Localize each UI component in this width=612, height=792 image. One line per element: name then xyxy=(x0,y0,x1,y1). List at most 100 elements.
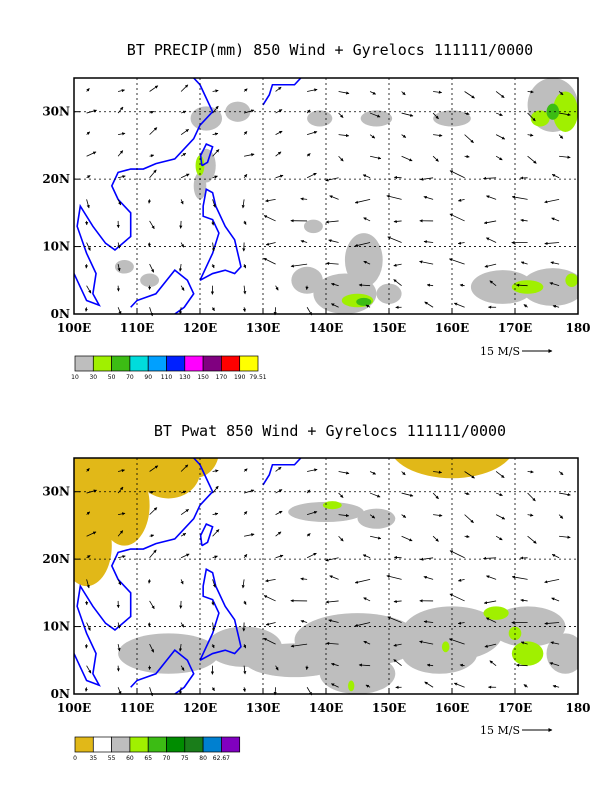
wind-vector xyxy=(307,88,318,92)
wind-vector xyxy=(544,578,560,584)
wind-vector xyxy=(338,91,350,95)
colorbar-swatch xyxy=(202,355,222,372)
wind-vector xyxy=(401,471,406,476)
colorbar-label: 70 xyxy=(126,374,134,381)
wind-vector xyxy=(241,199,245,209)
wind-vector xyxy=(243,468,248,472)
field-blob xyxy=(288,501,364,523)
wind-vector xyxy=(306,109,311,114)
colorbar-swatch xyxy=(221,736,241,753)
wind-vector xyxy=(520,261,528,265)
wind-vector xyxy=(86,511,91,515)
colorbar-swatch xyxy=(221,355,241,372)
wind-vector xyxy=(243,220,247,225)
wind-vector xyxy=(354,242,371,247)
wind-vector xyxy=(180,508,189,515)
chart-1: BT PRECIP(mm) 850 Wind + Gyrelocs 111111… xyxy=(42,41,590,381)
wind-vector xyxy=(432,112,439,120)
colorbar-label: 50 xyxy=(108,374,116,381)
wind-vector xyxy=(243,263,247,269)
wind-vector xyxy=(243,109,255,114)
x-tick-label: 120E xyxy=(183,701,217,715)
wind-vector xyxy=(263,215,276,222)
chart-2-title: BT Pwat 850 Wind + Gyrelocs 111111/0000 xyxy=(154,422,506,440)
wind-vector xyxy=(387,236,402,243)
wind-vector xyxy=(464,534,470,539)
wind-vector xyxy=(495,471,505,478)
wind-vector xyxy=(453,682,465,688)
field-blob xyxy=(530,110,550,127)
colorbar-label: 150 xyxy=(197,374,209,381)
wind-vector xyxy=(420,177,434,181)
wind-vector xyxy=(464,112,470,116)
wind-vector xyxy=(86,131,91,135)
field-blob xyxy=(470,270,534,304)
wind-vector xyxy=(559,112,571,117)
wind-vector xyxy=(362,554,371,559)
field-blob xyxy=(313,273,377,314)
wind-vector xyxy=(290,263,308,268)
wind-vector xyxy=(527,535,537,544)
colorbar-swatch xyxy=(92,355,112,372)
wind-vector xyxy=(243,600,247,605)
wind-vector xyxy=(326,641,339,646)
wind-vector xyxy=(393,263,402,267)
wind-vector xyxy=(149,154,155,158)
wind-vector xyxy=(212,579,216,588)
wind-vector xyxy=(180,285,185,291)
wind-vector xyxy=(180,128,189,135)
wind-vector xyxy=(149,507,158,515)
wind-vector xyxy=(86,468,90,472)
wind-vector xyxy=(495,134,506,140)
wind-vector xyxy=(363,217,371,222)
wind-vector xyxy=(484,643,497,648)
field-blob xyxy=(357,508,396,529)
wind-vector xyxy=(423,620,434,624)
colorbar-label: 60 xyxy=(126,755,134,762)
wind-vector xyxy=(457,198,465,202)
wind-vector xyxy=(86,285,92,294)
wind-vector xyxy=(118,175,126,179)
wind-vector xyxy=(329,195,339,200)
chart-1-coastlines xyxy=(74,78,302,314)
wind-vector xyxy=(362,174,371,179)
wind-vector xyxy=(243,489,255,494)
wind-vector xyxy=(516,283,528,287)
wind-vector xyxy=(523,684,528,688)
chart-2-wind-vectors xyxy=(84,464,571,697)
x-tick-label: 110E xyxy=(120,321,154,335)
wind-vector xyxy=(180,84,189,92)
wind-vector xyxy=(86,175,91,179)
wind-vector xyxy=(117,264,121,272)
wind-vector xyxy=(338,112,344,118)
colorbar-label: 130 xyxy=(179,374,191,381)
wind-vector xyxy=(401,492,414,497)
wind-vector xyxy=(243,643,247,649)
colorbar-label: 75 xyxy=(181,755,189,762)
wind-vector xyxy=(180,110,187,114)
wind-vector xyxy=(483,556,497,560)
wind-vector xyxy=(331,282,339,287)
wind-vector xyxy=(326,261,339,266)
colorbar-label: 79.51 xyxy=(249,374,266,381)
y-tick-label: 0N xyxy=(51,687,70,701)
wind-vector xyxy=(558,471,564,476)
wind-vector xyxy=(306,510,318,516)
wind-vector xyxy=(180,199,184,205)
wind-vector xyxy=(243,131,248,135)
coastline xyxy=(262,78,302,106)
wind-vector xyxy=(243,511,248,515)
wind-vector xyxy=(86,199,90,209)
field-blob xyxy=(348,680,355,692)
wind-vector xyxy=(325,600,339,604)
wind-vector xyxy=(244,153,255,157)
wind-vector xyxy=(495,514,506,520)
colorbar-label: 90 xyxy=(144,374,152,381)
wind-vector xyxy=(84,307,88,312)
wind-vector xyxy=(559,155,571,159)
wind-vector xyxy=(520,598,528,602)
colorbar-label: 80 xyxy=(199,755,207,762)
wind-vector xyxy=(523,304,528,308)
wind-vector xyxy=(549,662,560,667)
wind-vector xyxy=(401,535,413,542)
